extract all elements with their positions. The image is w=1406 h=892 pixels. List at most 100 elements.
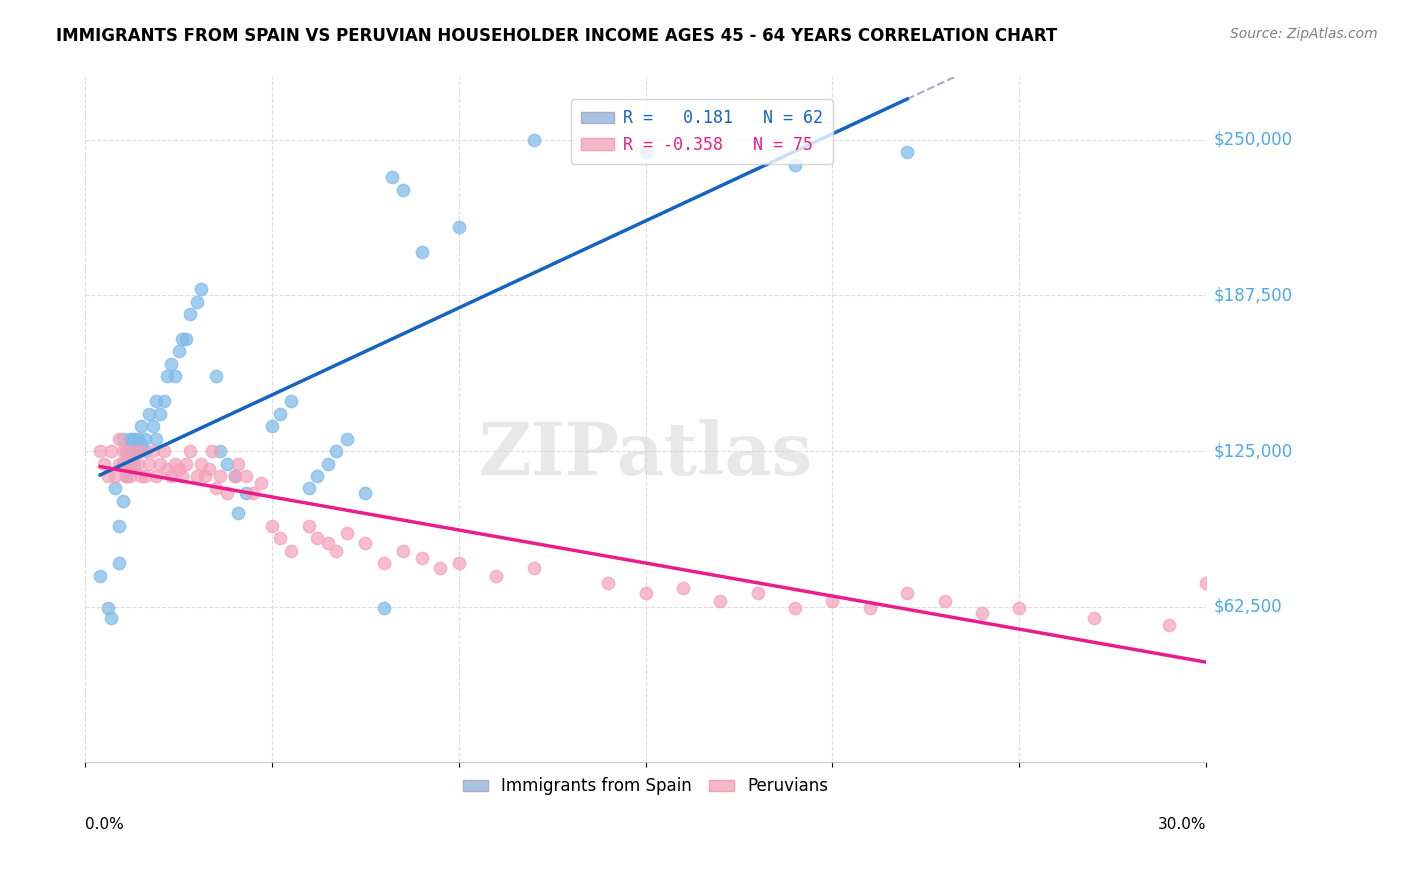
Point [100,611,122,625]
Point [111,444,134,458]
Point [859,601,882,615]
Point [111,494,134,508]
Point [120,457,142,471]
Point [447,219,470,234]
Point [152,394,174,409]
Point [392,543,415,558]
Point [316,457,339,471]
Point [224,469,246,483]
Point [186,469,208,483]
Point [156,369,179,384]
Text: $187,500: $187,500 [1213,286,1292,304]
Point [934,593,956,607]
Point [316,536,339,550]
Point [179,307,201,321]
Point [108,556,131,570]
Point [228,507,250,521]
Point [149,407,172,421]
Point [100,444,122,458]
Point [1157,618,1180,632]
Point [821,593,844,607]
Point [523,561,546,575]
Point [392,182,415,196]
Point [145,469,167,483]
Point [120,469,142,483]
Point [235,486,257,500]
Point [163,369,186,384]
Point [120,432,142,446]
Point [381,170,404,185]
Point [325,444,347,458]
Point [411,244,433,259]
Point [1083,611,1105,625]
Text: 30.0%: 30.0% [1157,817,1206,832]
Point [172,332,194,346]
Point [298,518,321,533]
Point [280,394,302,409]
Point [305,531,328,545]
Point [134,444,156,458]
Point [262,419,284,434]
Point [262,518,284,533]
Point [785,158,807,172]
Point [141,419,163,434]
Point [785,601,807,615]
Point [138,407,160,421]
Point [115,444,138,458]
Point [298,482,321,496]
Point [141,444,163,458]
Point [120,457,142,471]
Point [127,432,149,446]
Point [131,419,153,434]
Point [131,469,153,483]
Point [108,518,131,533]
Point [149,457,172,471]
Text: ZIPatlas: ZIPatlas [478,418,813,490]
Point [896,586,918,600]
Point [122,444,145,458]
Text: IMMIGRANTS FROM SPAIN VS PERUVIAN HOUSEHOLDER INCOME AGES 45 - 64 YEARS CORRELAT: IMMIGRANTS FROM SPAIN VS PERUVIAN HOUSEH… [56,27,1057,45]
Point [145,394,167,409]
Point [970,606,993,620]
Point [447,556,470,570]
Point [134,469,156,483]
Point [160,357,183,371]
Point [152,444,174,458]
Point [373,556,395,570]
Point [197,461,219,475]
Text: $125,000: $125,000 [1213,442,1292,460]
Point [634,145,657,160]
Point [163,457,186,471]
Point [174,332,197,346]
Point [250,476,273,491]
Point [709,593,731,607]
Point [269,407,291,421]
Point [205,369,228,384]
Point [201,444,224,458]
Point [111,457,134,471]
Point [115,469,138,483]
Point [111,432,134,446]
Point [336,526,359,541]
Point [131,444,153,458]
Legend: Immigrants from Spain, Peruvians: Immigrants from Spain, Peruvians [457,771,835,802]
Point [217,486,239,500]
Point [104,482,127,496]
Point [122,444,145,458]
Point [145,432,167,446]
Point [108,432,131,446]
Point [122,432,145,446]
Point [208,469,231,483]
Point [336,432,359,446]
Point [89,444,111,458]
Point [127,444,149,458]
Point [120,444,142,458]
Point [174,457,197,471]
Point [354,486,377,500]
Point [179,444,201,458]
Point [354,536,377,550]
Point [242,486,264,500]
Point [325,543,347,558]
Text: 0.0%: 0.0% [86,817,124,832]
Point [228,457,250,471]
